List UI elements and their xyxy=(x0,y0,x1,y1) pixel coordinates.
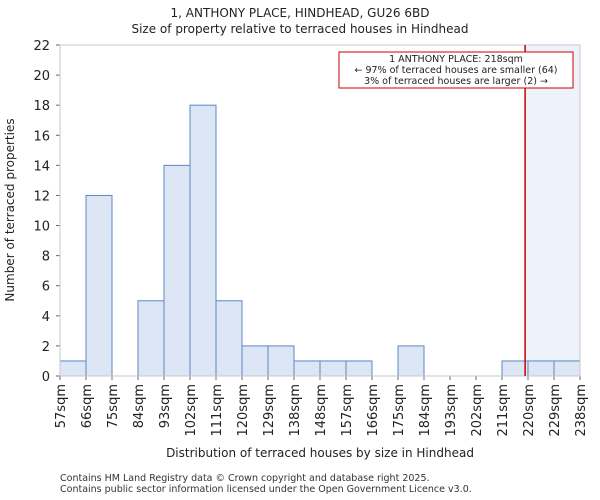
x-tick-label: 157sqm xyxy=(340,384,355,437)
plot-frame xyxy=(59,44,581,377)
y-tick-label: 20 xyxy=(33,69,50,84)
x-tick-label: 120sqm xyxy=(236,384,251,437)
footer-line1: Contains HM Land Registry data © Crown c… xyxy=(60,473,430,484)
annotation-line1: 1 ANTHONY PLACE: 218sqm xyxy=(389,54,523,65)
histogram-bar xyxy=(85,194,113,377)
annotation-line2: ← 97% of terraced houses are smaller (64… xyxy=(354,65,557,76)
histogram-bar xyxy=(163,164,191,377)
y-axis-label: Number of terraced properties xyxy=(3,118,17,301)
y-tick-label: 0 xyxy=(42,370,50,385)
y-tick-label: 14 xyxy=(33,159,50,174)
histogram-bar xyxy=(397,345,425,377)
histogram-bar xyxy=(241,345,269,377)
x-tick-label: 166sqm xyxy=(366,384,381,437)
histogram-bar xyxy=(293,360,321,377)
x-tick-label: 102sqm xyxy=(184,384,199,437)
x-tick-label: 211sqm xyxy=(496,384,511,437)
x-axis-label: Distribution of terraced houses by size … xyxy=(166,446,474,460)
x-tick-label: 57sqm xyxy=(54,384,69,428)
y-tick-label: 12 xyxy=(33,189,50,204)
x-tick-label: 175sqm xyxy=(392,384,407,437)
histogram-bar xyxy=(267,345,295,377)
x-tick-label: 84sqm xyxy=(132,384,147,428)
y-tick-label: 10 xyxy=(33,220,50,235)
x-tick-label: 66sqm xyxy=(80,384,95,428)
x-tick-label: 111sqm xyxy=(210,384,225,437)
chart-title-line1: 1, ANTHONY PLACE, HINDHEAD, GU26 6BD xyxy=(170,6,430,20)
x-tick-label: 138sqm xyxy=(288,384,303,437)
y-tick-label: 4 xyxy=(42,310,50,325)
y-tick-label: 18 xyxy=(33,99,50,114)
y-tick-label: 8 xyxy=(42,250,50,265)
x-tick-label: 220sqm xyxy=(522,384,537,437)
histogram-bar xyxy=(189,104,217,377)
x-tick-label: 184sqm xyxy=(418,384,433,437)
histogram-bar xyxy=(527,360,555,377)
x-tick-label: 148sqm xyxy=(314,384,329,437)
histogram-bar xyxy=(553,360,581,377)
highlight-region xyxy=(525,45,580,376)
annotation-line3: 3% of terraced houses are larger (2) → xyxy=(364,76,548,87)
y-tick-label: 2 xyxy=(42,340,50,355)
y-tick-label: 16 xyxy=(33,129,50,144)
annotation-box xyxy=(338,51,574,89)
x-tick-label: 202sqm xyxy=(470,384,485,437)
chart-title-line2: Size of property relative to terraced ho… xyxy=(131,22,469,36)
x-tick-label: 75sqm xyxy=(106,384,121,428)
x-tick-label: 238sqm xyxy=(574,384,589,437)
y-tick-label: 22 xyxy=(33,39,50,54)
x-tick-label: 129sqm xyxy=(262,384,277,437)
histogram-bar xyxy=(345,360,373,377)
footer-line2: Contains public sector information licen… xyxy=(60,484,472,495)
histogram-bar xyxy=(215,300,243,377)
histogram-bar xyxy=(59,360,87,377)
x-tick-label: 229sqm xyxy=(548,384,563,437)
histogram-bar xyxy=(137,300,165,377)
x-tick-label: 193sqm xyxy=(444,384,459,437)
x-tick-label: 93sqm xyxy=(158,384,173,428)
histogram-bar xyxy=(319,360,347,377)
y-tick-label: 6 xyxy=(42,280,50,295)
histogram-bar xyxy=(501,360,529,377)
